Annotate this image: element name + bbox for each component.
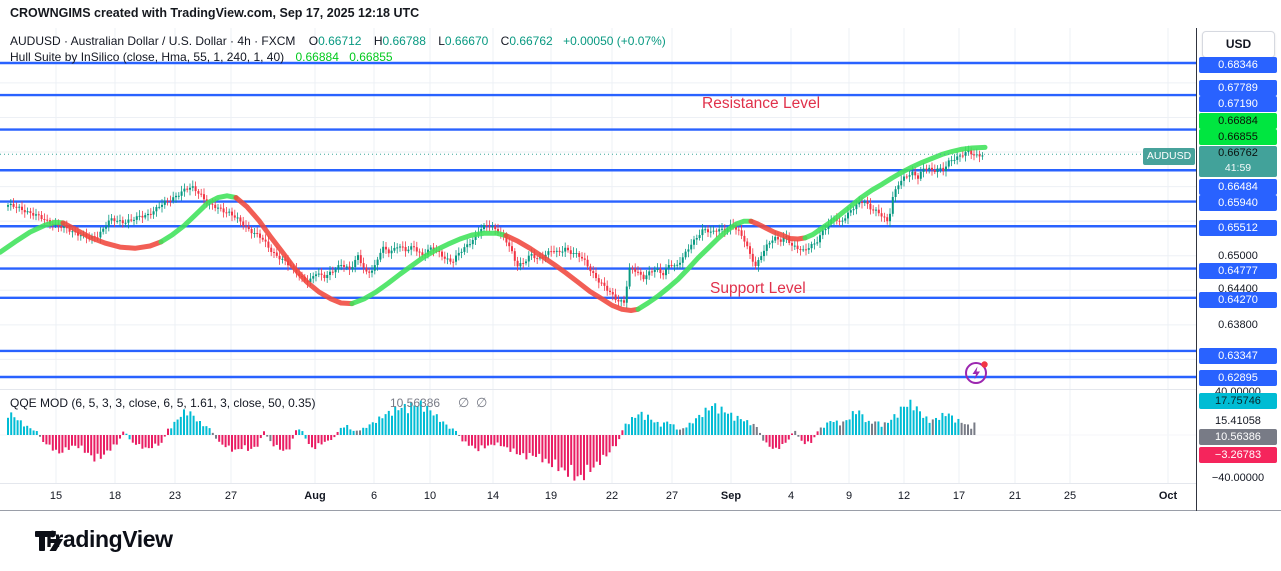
grid-lines — [0, 28, 1196, 483]
price-scale-label: 0.68346 — [1199, 57, 1277, 73]
change-value: +0.00050 (+0.07%) — [563, 34, 666, 48]
low-label: L — [438, 34, 445, 48]
price-scale[interactable]: USD 0.65000 0.64400 0.63800 40.00000 15.4105… — [1197, 28, 1281, 511]
price-scale-label: 0.67190 — [1199, 96, 1277, 112]
close-value: 0.66762 — [509, 34, 553, 48]
symbol-title: AUDUSD · Australian Dollar / U.S. Dollar… — [10, 34, 296, 48]
symbol-price-flag[interactable]: AUDUSD — [1143, 148, 1195, 165]
price-scale-label: 10.56386 — [1199, 429, 1277, 445]
tradingview-footer-logo[interactable]: TradingView — [34, 526, 173, 553]
tradingview-logo-text: TradingView — [42, 526, 173, 552]
qqe-legend-row[interactable]: QQE MOD (6, 5, 3, 3, close, 6, 5, 1.61, … — [10, 395, 487, 410]
time-axis-tick: 27 — [224, 490, 238, 502]
qqe-empty-value-1: ∅ — [458, 395, 470, 410]
price-scale-label: 0.66762 41:59 — [1199, 146, 1277, 177]
time-axis-tick: 19 — [544, 490, 558, 502]
price-scale-label: 0.62895 — [1199, 370, 1277, 386]
chart-canvas[interactable] — [0, 0, 1196, 511]
price-scale-label: 0.63800 — [1218, 319, 1258, 331]
symbol-legend-row[interactable]: AUDUSD · Australian Dollar / U.S. Dollar… — [10, 34, 666, 48]
low-value: 0.66670 — [444, 34, 489, 48]
hull-value-1: 0.66884 — [295, 50, 339, 64]
price-scale-label: 0.66855 — [1199, 129, 1277, 145]
lightning-event-glyph — [965, 361, 988, 384]
hull-title: Hull Suite by InSilico (close, Hma, 55, … — [10, 50, 285, 64]
tradingview-logo-icon — [35, 530, 63, 551]
price-scale-label: 17.75746 — [1199, 393, 1277, 409]
time-axis-separator — [0, 483, 1281, 484]
price-scale-label: −3.26783 — [1199, 447, 1277, 463]
time-axis-tick: 15 — [49, 490, 63, 502]
time-axis-tick: 27 — [665, 490, 679, 502]
time-axis[interactable]: 15 18 23 27 Aug 6 10 14 19 22 27 Sep 4 9 12 17 21 25 Oct — [0, 484, 1196, 510]
time-axis-tick: 4 — [787, 490, 795, 502]
price-scale-label: 0.66484 — [1199, 179, 1277, 195]
price-scale-label: 0.65000 — [1218, 250, 1258, 262]
time-axis-tick: 9 — [845, 490, 853, 502]
time-axis-tick: 17 — [952, 490, 966, 502]
pane-separator[interactable] — [0, 389, 1196, 390]
price-scale-label: 0.63347 — [1199, 348, 1277, 364]
time-axis-tick: 12 — [897, 490, 911, 502]
price-scale-label: −40.00000 — [1211, 472, 1265, 484]
price-scale-label: 0.65512 — [1199, 220, 1277, 236]
time-axis-tick: 25 — [1063, 490, 1077, 502]
price-scale-label: 15.41058 — [1215, 415, 1261, 427]
time-axis-tick: 22 — [605, 490, 619, 502]
time-axis-tick: Oct — [1158, 490, 1178, 502]
qqe-value: 10.56386 — [390, 396, 441, 410]
support-resistance-lines[interactable] — [0, 61, 1196, 379]
time-axis-tick: 6 — [370, 490, 378, 502]
high-label: H — [373, 34, 383, 48]
time-axis-tick: Aug — [304, 490, 326, 502]
price-scale-label: 0.67789 — [1199, 80, 1277, 96]
price-scale-border — [1196, 28, 1197, 511]
support-level-text[interactable]: Support Level — [710, 280, 806, 297]
close-label: C — [500, 34, 510, 48]
price-scale-label: 0.65940 — [1199, 195, 1277, 211]
lightning-event-icon[interactable] — [963, 358, 991, 386]
qqe-histogram — [7, 399, 976, 481]
currency-button[interactable]: USD — [1202, 31, 1275, 58]
price-scale-label: 0.64777 — [1199, 263, 1277, 279]
hull-suite-ribbon — [0, 144, 988, 313]
time-axis-tick: 10 — [423, 490, 437, 502]
resistance-level-text[interactable]: Resistance Level — [702, 95, 821, 112]
open-label: O — [308, 34, 319, 48]
price-scale-label: 0.66884 — [1199, 113, 1277, 129]
high-value: 0.66788 — [382, 34, 426, 48]
time-axis-tick: 23 — [168, 490, 182, 502]
chart-frame-bottom-border — [0, 510, 1281, 511]
qqe-title: QQE MOD (6, 5, 3, 3, close, 6, 5, 1.61, … — [10, 396, 316, 410]
hull-legend-row[interactable]: Hull Suite by InSilico (close, Hma, 55, … — [10, 50, 400, 64]
price-scale-label: 0.64270 — [1199, 292, 1277, 308]
time-axis-tick: 14 — [486, 490, 500, 502]
time-axis-tick: 21 — [1008, 490, 1022, 502]
open-value: 0.66712 — [318, 34, 362, 48]
header-note: CROWNGIMS created with TradingView.com, … — [10, 6, 420, 20]
time-axis-tick: Sep — [720, 490, 742, 502]
qqe-empty-value-2: ∅ — [476, 395, 488, 410]
time-axis-tick: 18 — [108, 490, 122, 502]
hull-value-2: 0.66855 — [349, 50, 393, 64]
